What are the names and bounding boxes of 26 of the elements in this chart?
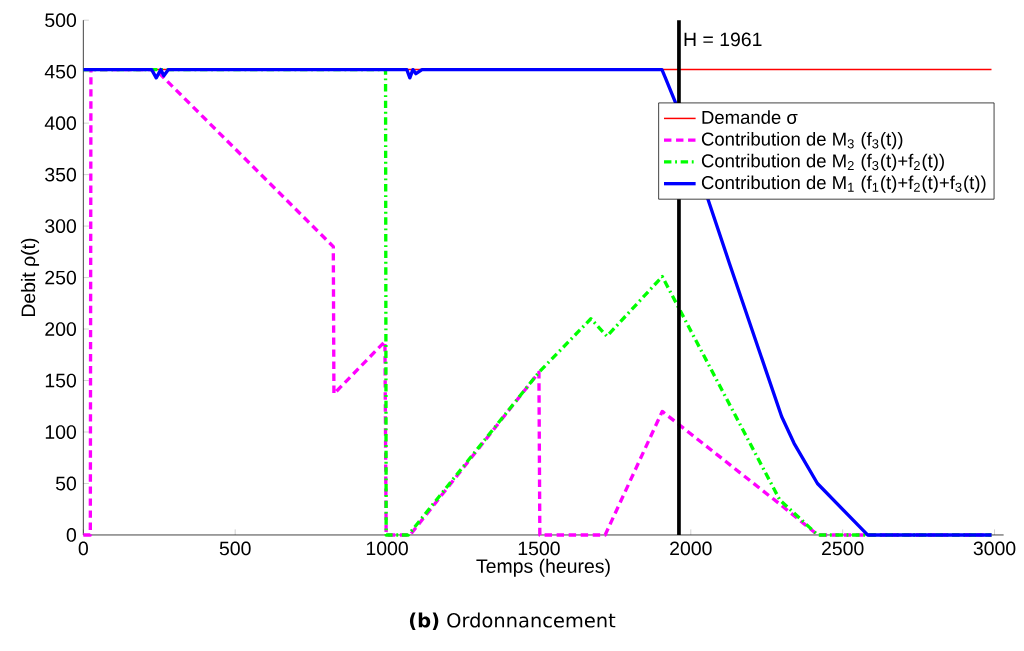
x-tick-label: 1000 (366, 541, 408, 556)
x-axis-title: Temps (heures) (476, 558, 610, 577)
text: Contribution de M$_{1}$ (f$_{1}$(t)+f$_{2}$(t)+f$_{3}$(t)) (701, 175, 986, 193)
y-tick-label: 300 (45, 219, 77, 234)
x-tick-label: 2000 (670, 541, 712, 556)
y-tick-label: 400 (44, 116, 77, 131)
y-tick-label: 0 (66, 528, 77, 542)
y-tick-label: 150 (45, 373, 77, 388)
y-tick-label: 350 (45, 167, 77, 182)
legend-label: Contribution de M$_{2}$ (f$_{3}$(t)+f$_{2}$(t)) (701, 153, 944, 172)
y-tick-label: 250 (45, 270, 77, 285)
y-tick-label: 200 (45, 322, 77, 337)
legend-label: Demande σ (702, 110, 798, 124)
text: (b) Ordonnancement (409, 612, 616, 630)
y-tick-label: 100 (45, 425, 77, 439)
x-tick-label: 3000 (973, 541, 1016, 556)
x-tick-label: 2500 (822, 541, 864, 556)
legend-label: Contribution de M$_{3}$ (f$_{3}$(t)) (701, 132, 903, 150)
y-tick-label: 450 (44, 64, 77, 79)
x-tick-label: 1500 (518, 541, 560, 556)
y-tick-label: 50 (55, 476, 77, 491)
x-tick-label: 500 (219, 541, 251, 556)
y-tick-label: 500 (45, 13, 77, 28)
y-axis-title: Debit ρ(t) (20, 238, 40, 317)
x-tick-label: 0 (78, 541, 88, 556)
ref-line-label: H = 1961 (684, 32, 762, 47)
